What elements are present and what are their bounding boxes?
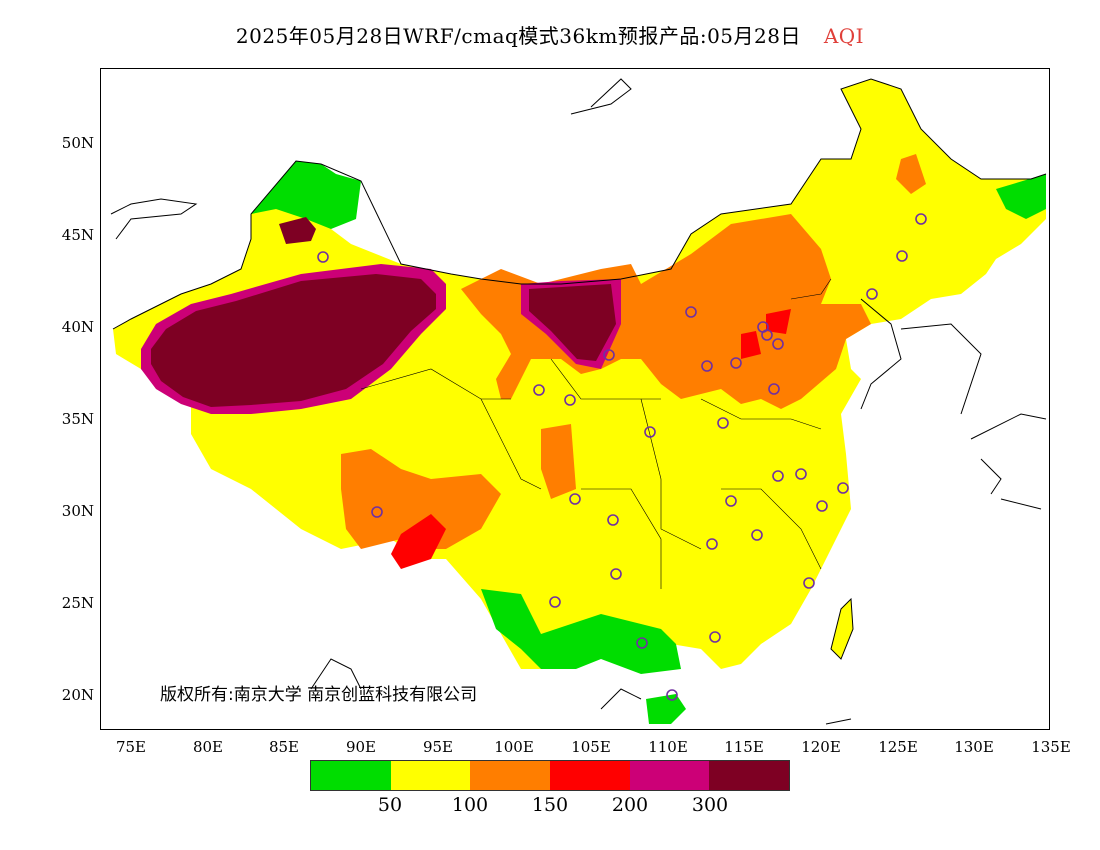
lon-label-130e: 130E bbox=[954, 738, 994, 756]
lon-label-110e: 110E bbox=[648, 738, 688, 756]
region-good-northwest bbox=[251, 161, 361, 229]
legend-label-150: 150 bbox=[531, 794, 569, 816]
map-title: 2025年05月28日WRF/cmaq模式36km预报产品:05月28日 AQI bbox=[0, 20, 1100, 49]
region-sensitive-tibet bbox=[341, 449, 501, 549]
legend-swatch-good bbox=[311, 761, 391, 790]
map-frame bbox=[100, 68, 1050, 730]
region-unhealthy-tibet bbox=[391, 514, 446, 569]
lon-label-125e: 125E bbox=[878, 738, 918, 756]
lat-label-50n: 50N bbox=[61, 134, 94, 152]
lon-label-80e: 80E bbox=[192, 738, 224, 756]
legend-label-100: 100 bbox=[451, 794, 489, 816]
region-good-taiwan bbox=[830, 597, 854, 660]
legend-swatch-very-unhealthy bbox=[629, 761, 710, 790]
aqi-map bbox=[110, 78, 1047, 725]
region-good-hainan bbox=[646, 694, 686, 724]
lon-label-95e: 95E bbox=[422, 738, 454, 756]
coastlines bbox=[110, 78, 1047, 725]
copyright-text: 版权所有:南京大学 南京创蓝科技有限公司 bbox=[160, 685, 478, 705]
lat-label-20n: 20N bbox=[61, 686, 94, 704]
lon-label-85e: 85E bbox=[268, 738, 300, 756]
region-hazardous-dzungaria bbox=[279, 217, 316, 244]
legend-swatch-sensitive bbox=[470, 761, 551, 790]
lon-label-135e: 135E bbox=[1031, 738, 1071, 756]
region-good-northeast bbox=[996, 174, 1046, 219]
lon-label-115e: 115E bbox=[724, 738, 764, 756]
region-hazardous-gobi bbox=[529, 284, 616, 361]
lat-label-35n: 35N bbox=[61, 410, 94, 428]
legend-swatch-hazardous bbox=[709, 761, 790, 790]
region-good-south bbox=[481, 589, 681, 674]
title-variable: AQI bbox=[823, 24, 865, 48]
region-unhealthy-hebei bbox=[766, 309, 791, 334]
lon-label-120e: 120E bbox=[801, 738, 841, 756]
lat-label-30n: 30N bbox=[61, 502, 94, 520]
province-borders bbox=[360, 278, 832, 589]
legend-label-300: 300 bbox=[691, 794, 729, 816]
title-main: 2025年05月28日WRF/cmaq模式36km预报产品:05月28日 bbox=[235, 24, 801, 48]
legend-label-50: 50 bbox=[377, 794, 403, 816]
legend-label-200: 200 bbox=[611, 794, 649, 816]
region-hazardous-taklimakan bbox=[151, 274, 436, 407]
region-sensitive-northeast bbox=[896, 154, 926, 194]
country-border bbox=[112, 78, 1047, 330]
region-unhealthy-beijing bbox=[741, 331, 761, 359]
lon-label-100e: 100E bbox=[494, 738, 534, 756]
region-sensitive-sichuan bbox=[541, 424, 576, 499]
region-sensitive-north bbox=[461, 214, 871, 409]
legend-swatch-moderate bbox=[390, 761, 471, 790]
lon-label-75e: 75E bbox=[115, 738, 147, 756]
aqi-legend bbox=[310, 760, 790, 791]
lon-label-105e: 105E bbox=[571, 738, 611, 756]
lat-label-45n: 45N bbox=[61, 226, 94, 244]
lon-label-90e: 90E bbox=[345, 738, 377, 756]
lat-label-25n: 25N bbox=[61, 594, 94, 612]
legend-swatch-unhealthy bbox=[550, 761, 630, 790]
lat-label-40n: 40N bbox=[61, 318, 94, 336]
station-markers bbox=[317, 213, 927, 701]
